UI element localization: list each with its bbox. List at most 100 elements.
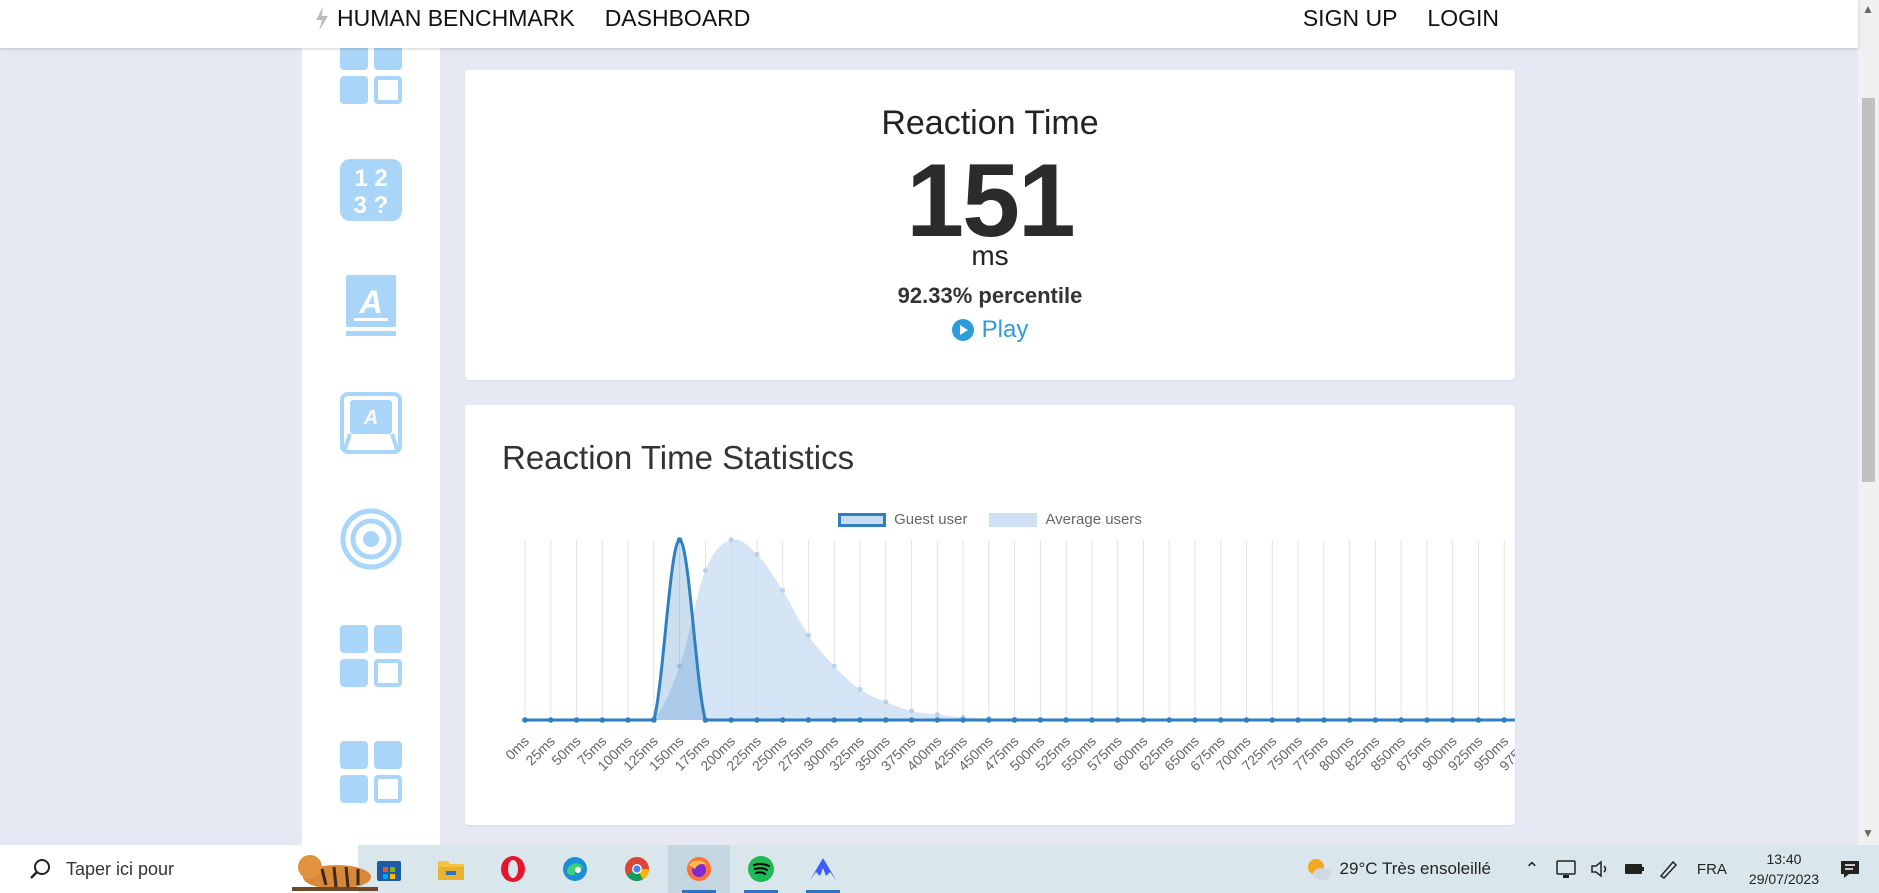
network-icon[interactable] [1555, 858, 1577, 880]
statistics-title: Reaction Time Statistics [502, 439, 855, 476]
clock-time: 13:40 [1766, 851, 1802, 867]
top-nav: HUMAN BENCHMARK DASHBOARD SIGN UP LOGIN [0, 0, 1858, 48]
guest-user-point [1501, 717, 1508, 723]
brand-label: HUMAN BENCHMARK [337, 5, 575, 31]
pen-icon[interactable] [1657, 858, 1679, 880]
guest-user-point [1037, 717, 1044, 723]
legend-average-label: Average users [1045, 511, 1142, 528]
dashboard-link[interactable]: DASHBOARD [604, 5, 751, 31]
x-tick-label: 50ms [548, 733, 584, 769]
chrome-icon [625, 857, 649, 882]
chevron-up-icon[interactable]: ⌃ [1524, 859, 1540, 879]
sun-cloud-icon [1307, 859, 1331, 880]
edge-app[interactable] [544, 845, 606, 893]
legend-average[interactable]: Average users [989, 511, 1142, 528]
guest-user-point [1295, 717, 1301, 723]
brand-link[interactable]: HUMAN BENCHMARK [313, 5, 575, 32]
scrollbar-thumb[interactable] [1862, 98, 1875, 482]
guest-user-point [934, 717, 941, 723]
scroll-up-icon[interactable]: ▲ [1862, 2, 1874, 16]
sidebar-grid-icon[interactable] [340, 741, 402, 803]
store-app[interactable] [358, 845, 420, 893]
sidebar-grid-icon[interactable] [340, 625, 402, 687]
guest-user-line [525, 538, 1515, 722]
active-indicator [744, 890, 778, 893]
guest-user-point [1192, 717, 1198, 723]
average-users-point [883, 699, 889, 705]
average-users-point [780, 587, 786, 593]
guest-user-point [1449, 717, 1456, 723]
nordvpn-app[interactable] [792, 845, 854, 893]
average-users-point [728, 537, 734, 543]
guest-user-point [1424, 717, 1430, 723]
guest-user-point [1269, 717, 1276, 723]
chart-legend: Guest user Average users [465, 511, 1515, 528]
guest-user-point [960, 717, 966, 723]
bolt-icon [316, 6, 328, 31]
guest-user-point [1321, 717, 1327, 723]
guest-user-point [831, 717, 838, 723]
result-percentile: 92.33% percentile [897, 283, 1083, 308]
verbal-memory-icon[interactable]: A [340, 275, 402, 337]
file-explorer-app[interactable] [420, 845, 482, 893]
guest-user-point [676, 537, 683, 543]
spotify-icon [748, 856, 774, 882]
signup-link[interactable]: SIGN UP [1302, 5, 1398, 31]
number-memory-icon[interactable]: 1 2 3 ? [340, 159, 402, 221]
volume-icon[interactable] [1589, 858, 1611, 880]
guest-user-point [1243, 717, 1250, 723]
guest-user-point [857, 717, 863, 723]
language-indicator[interactable]: FRA [1696, 860, 1727, 878]
nordvpn-icon [810, 858, 836, 880]
guest-user-point [1217, 717, 1224, 723]
play-button[interactable]: Play [465, 316, 1515, 344]
average-users-point [677, 663, 683, 669]
svg-text:3 ?: 3 ? [354, 192, 389, 219]
legend-guest[interactable]: Guest user [838, 511, 967, 528]
average-users-area [525, 539, 1515, 720]
sidebar-grid-icon[interactable] [340, 42, 402, 104]
tiger-illustration [292, 855, 378, 891]
firefox-app[interactable] [668, 845, 730, 893]
scroll-down-icon[interactable]: ▼ [1862, 826, 1874, 840]
typing-icon[interactable]: A [340, 392, 402, 454]
notification-icon[interactable] [1839, 858, 1861, 880]
guest-user-point [805, 717, 812, 723]
result-title: Reaction Time [881, 104, 1099, 142]
battery-icon[interactable] [1623, 858, 1645, 880]
spotify-app[interactable] [730, 845, 792, 893]
login-link[interactable]: LOGIN [1427, 5, 1499, 31]
average-users-point [831, 663, 837, 669]
taskbar-search[interactable]: Taper ici pour [0, 845, 378, 893]
opera-app[interactable] [482, 845, 544, 893]
guest-user-point [1398, 717, 1404, 723]
page-scrollbar[interactable]: ▲ ▼ [1858, 0, 1879, 845]
average-users-point [754, 551, 760, 557]
reaction-time-chart: 0ms25ms50ms75ms100ms125ms150ms175ms200ms… [502, 537, 1515, 774]
aim-trainer-icon[interactable] [340, 508, 402, 570]
active-indicator [682, 890, 716, 893]
guest-user-point [651, 717, 657, 723]
guest-user-point [1166, 717, 1173, 723]
guest-user-point [754, 717, 760, 723]
legend-guest-swatch [838, 512, 887, 527]
guest-user-point [547, 717, 554, 723]
system-tray: 29°C Très ensoleillé ⌃ FRA 13:40 29/07/2… [1304, 845, 1879, 893]
chrome-app[interactable] [606, 845, 668, 893]
weather-widget[interactable]: 29°C Très ensoleillé [1304, 856, 1491, 882]
average-users-point [934, 712, 940, 718]
edge-icon [563, 857, 587, 881]
average-users-point [909, 708, 915, 714]
guest-user-point [728, 717, 734, 723]
guest-user-point [1475, 717, 1482, 723]
search-placeholder: Taper ici pour [66, 858, 175, 879]
clock[interactable]: 13:40 29/07/2023 [1749, 849, 1819, 889]
svg-text:A: A [358, 284, 382, 320]
firefox-icon [687, 857, 711, 881]
weather-text: 29°C Très ensoleillé [1339, 859, 1491, 878]
svg-text:A: A [363, 407, 378, 429]
opera-icon [501, 856, 525, 882]
guest-user-point [522, 717, 528, 723]
guest-user-point [599, 717, 606, 723]
average-users-point [805, 632, 811, 638]
